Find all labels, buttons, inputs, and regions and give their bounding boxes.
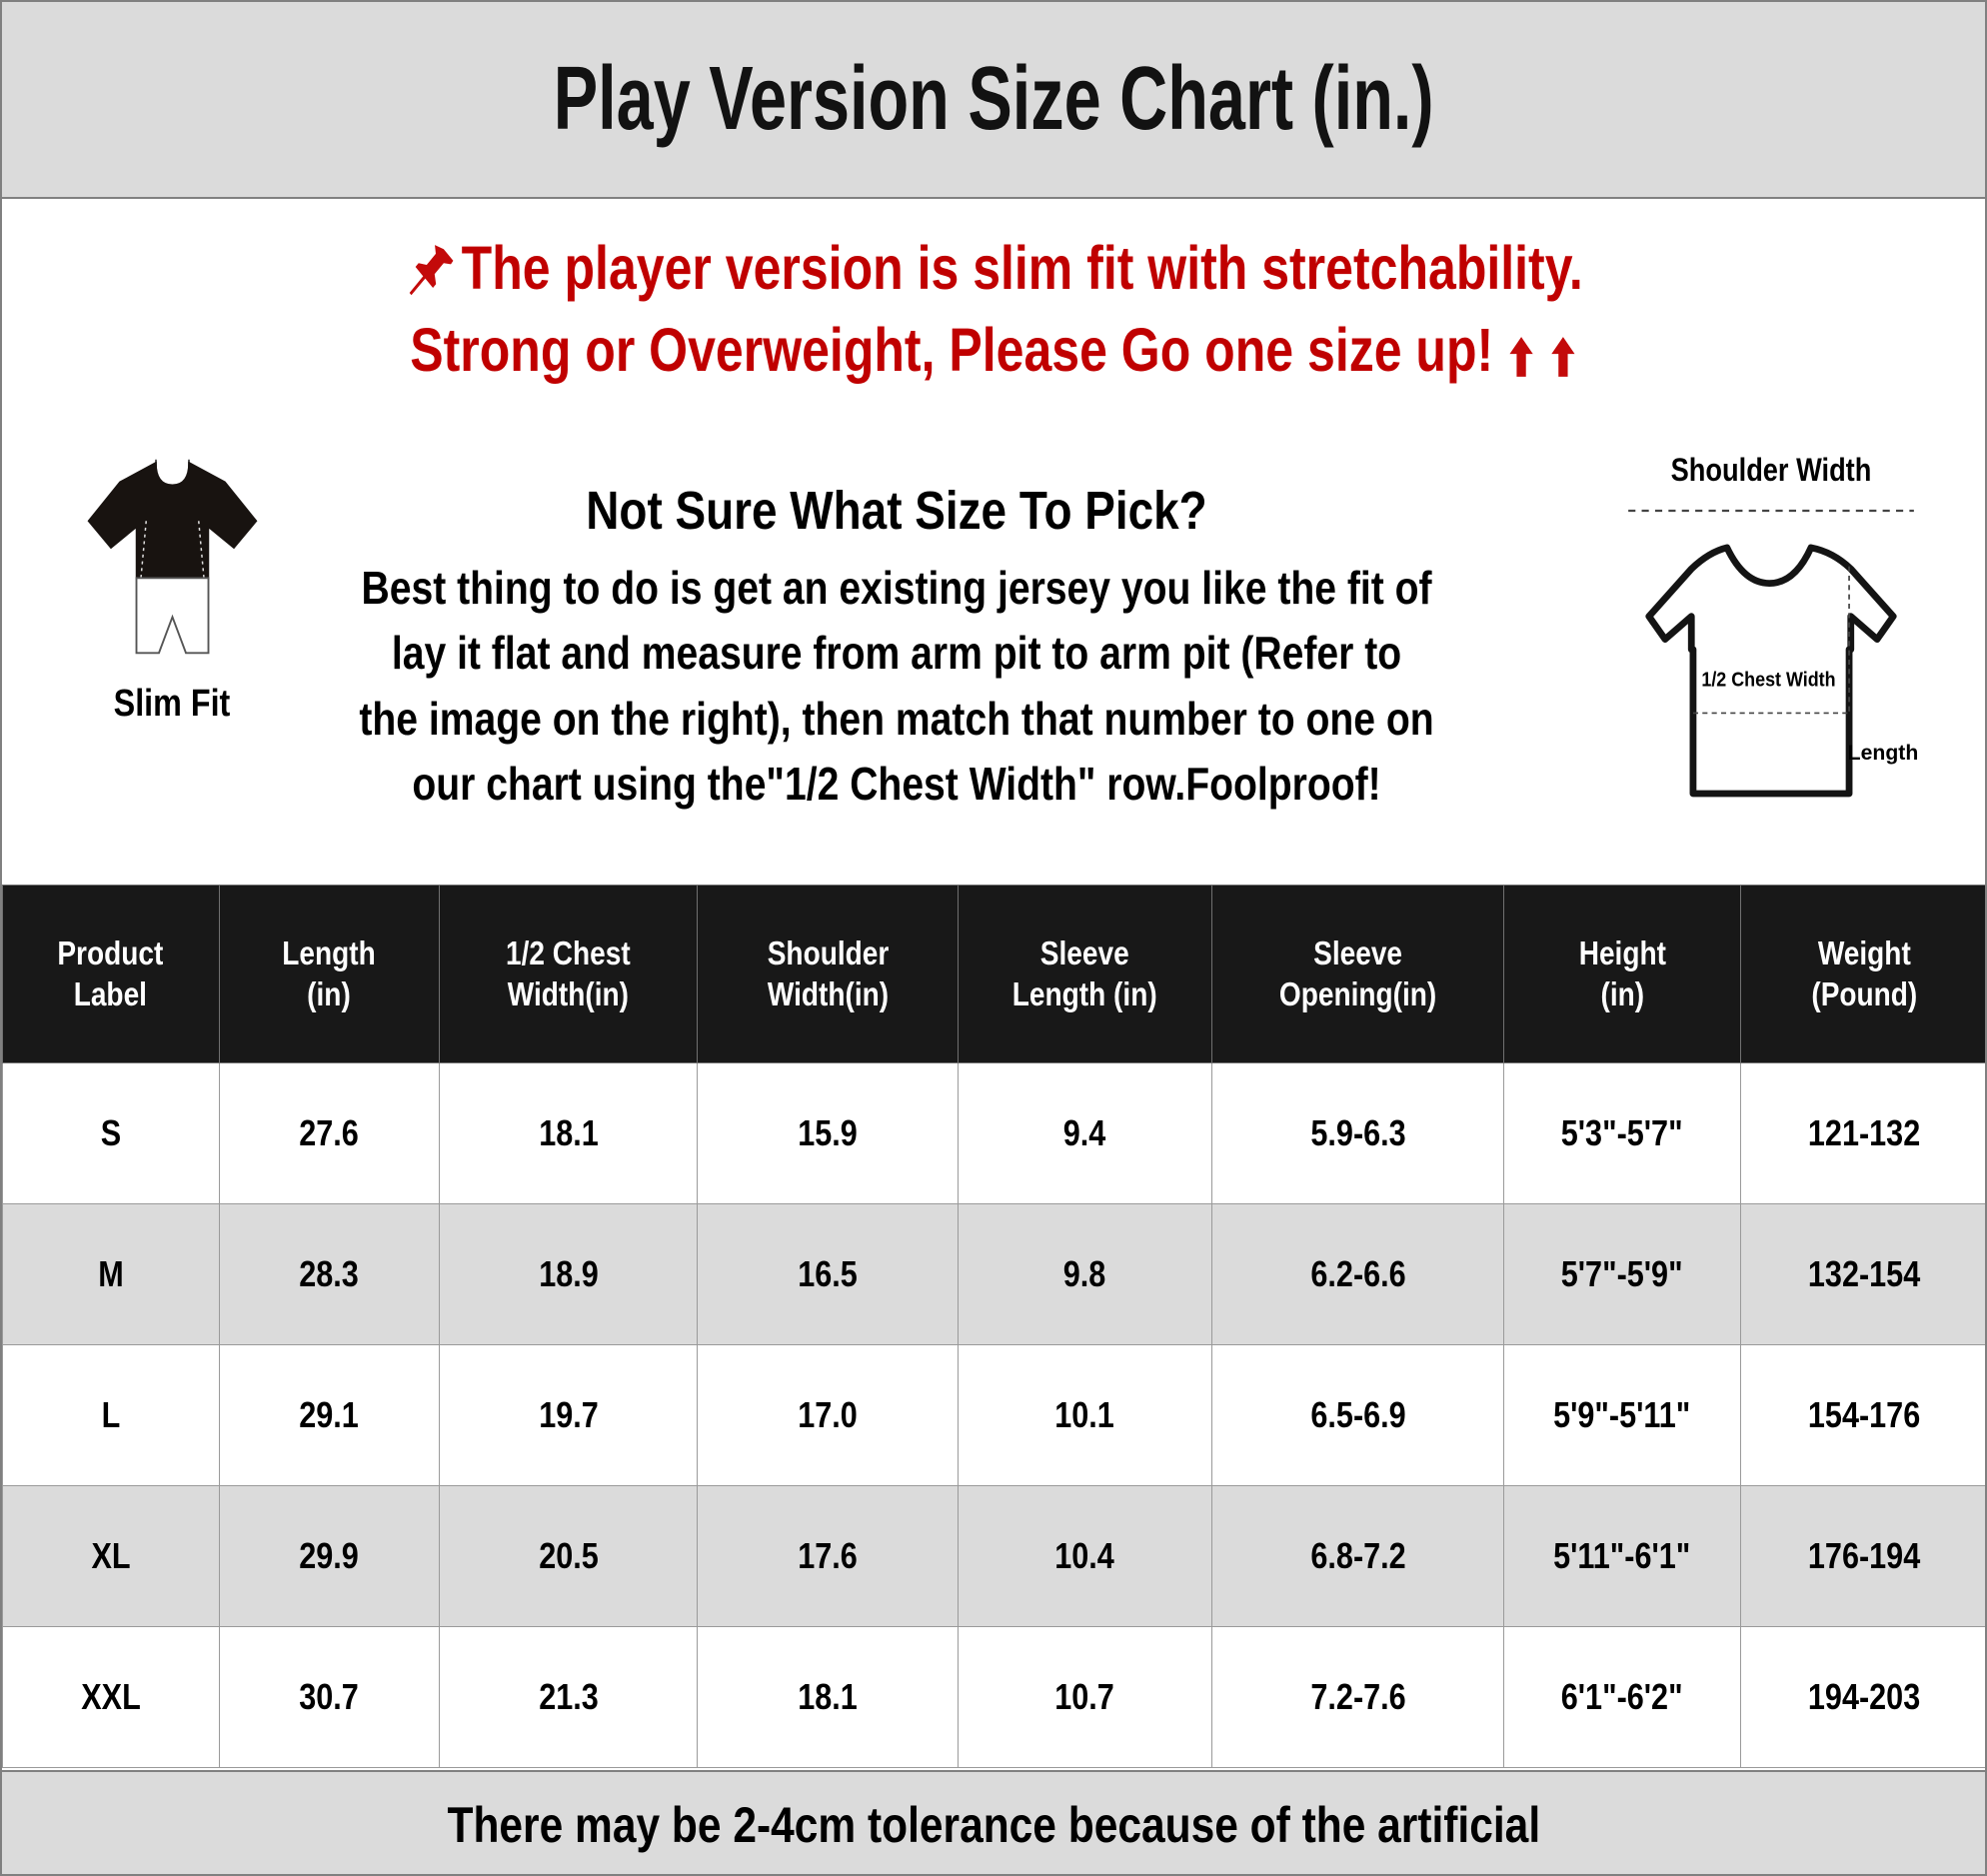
svg-text:1/2 Chest Width: 1/2 Chest Width bbox=[1701, 669, 1835, 691]
svg-text:Length: Length bbox=[1848, 742, 1919, 765]
